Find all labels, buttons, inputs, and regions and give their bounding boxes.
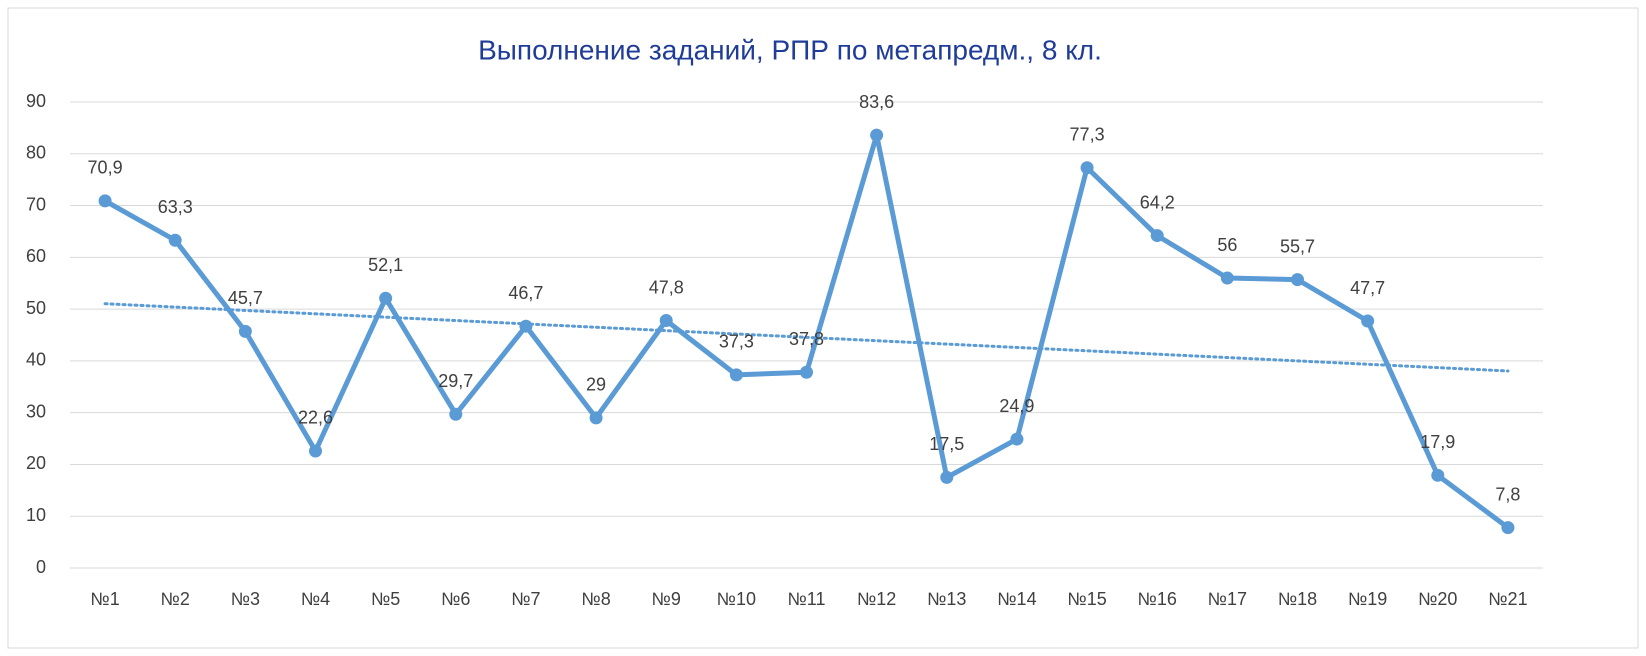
x-tick-label: №17 [1208, 589, 1247, 609]
data-point [589, 411, 603, 425]
x-tick-label: №13 [927, 589, 966, 609]
data-point [659, 314, 673, 328]
data-label: 24,9 [999, 396, 1034, 416]
y-tick-label: 0 [36, 557, 46, 577]
x-tick-label: №15 [1067, 589, 1106, 609]
x-tick-label: №2 [161, 589, 190, 609]
x-tick-label: №4 [301, 589, 330, 609]
chart-title: Выполнение заданий, РПР по метапредм., 8… [478, 34, 1102, 65]
data-label: 70,9 [88, 158, 123, 178]
data-label: 7,8 [1495, 484, 1520, 504]
trendline [103, 302, 1510, 373]
x-tick-label: №9 [652, 589, 681, 609]
x-tick-label: №12 [857, 589, 896, 609]
y-tick-label: 80 [26, 143, 46, 163]
data-point [379, 291, 393, 305]
data-point [729, 368, 743, 382]
data-point [1220, 271, 1234, 285]
data-label: 17,5 [929, 434, 964, 454]
data-point [1150, 229, 1164, 243]
x-tick-label: №3 [231, 589, 260, 609]
x-tick-label: №19 [1348, 589, 1387, 609]
data-point [449, 407, 463, 421]
data-point [800, 365, 813, 379]
data-label: 52,1 [368, 255, 403, 275]
x-tick-label: №20 [1418, 589, 1457, 609]
x-tick-label: №16 [1138, 589, 1177, 609]
data-point [98, 194, 112, 208]
data-label: 63,3 [158, 197, 193, 217]
y-tick-label: 60 [26, 246, 46, 266]
data-label: 22,6 [298, 408, 333, 428]
data-point [519, 319, 533, 333]
x-tick-label: №7 [511, 589, 540, 609]
data-label: 29,7 [438, 371, 473, 391]
data-point [1431, 468, 1445, 482]
data-label: 64,2 [1140, 192, 1175, 212]
y-tick-label: 10 [26, 505, 46, 525]
data-label: 29 [586, 375, 606, 395]
data-label: 45,7 [228, 288, 263, 308]
data-point [870, 128, 884, 142]
data-label: 83,6 [859, 92, 894, 112]
x-tick-label: №1 [90, 589, 119, 609]
data-point [168, 233, 182, 247]
x-tick-label: №21 [1488, 589, 1527, 609]
data-point [238, 324, 252, 338]
data-point [940, 470, 954, 484]
data-label: 37,3 [719, 332, 754, 352]
x-tick-label: №11 [788, 589, 826, 609]
y-tick-label: 20 [26, 453, 46, 473]
data-label: 47,8 [649, 277, 684, 297]
x-tick-label: №18 [1278, 589, 1317, 609]
x-tick-label: №5 [371, 589, 400, 609]
data-label: 17,9 [1420, 432, 1455, 452]
data-point [309, 444, 322, 458]
y-tick-label: 40 [26, 350, 46, 370]
data-point [1361, 314, 1375, 328]
data-point [1010, 432, 1024, 446]
data-label: 56 [1217, 235, 1237, 255]
x-tick-label: №8 [581, 589, 610, 609]
data-label: 47,7 [1350, 278, 1385, 298]
data-label: 37,8 [789, 329, 824, 349]
chart-frame [7, 7, 1639, 649]
x-tick-label: №6 [441, 589, 470, 609]
data-point [1501, 521, 1515, 535]
y-tick-label: 90 [26, 91, 46, 111]
y-tick-label: 70 [26, 194, 46, 214]
y-tick-label: 30 [26, 401, 46, 421]
data-point [1080, 161, 1094, 175]
x-tick-label: №10 [717, 589, 756, 609]
y-tick-label: 50 [26, 298, 46, 318]
data-label: 46,7 [508, 283, 543, 303]
data-point [1291, 273, 1304, 287]
data-label: 77,3 [1070, 125, 1105, 145]
data-label: 55,7 [1280, 236, 1315, 256]
x-tick-label: №14 [997, 589, 1036, 609]
